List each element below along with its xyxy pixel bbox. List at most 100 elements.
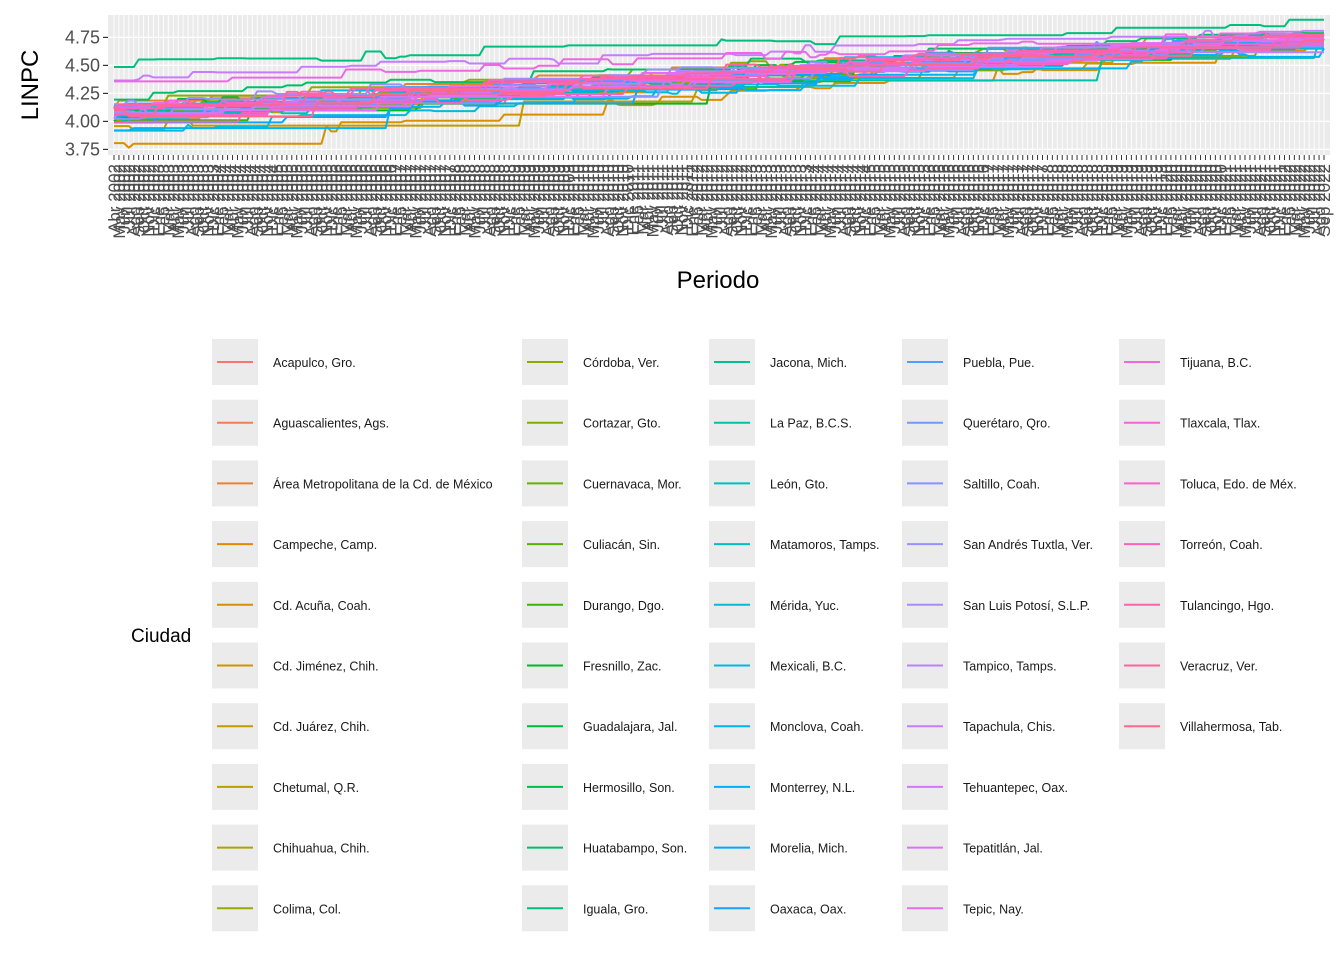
x-tick-label: Ene 2014 — [801, 164, 820, 237]
x-tick-label: Jul 2017 — [1009, 164, 1028, 228]
x-tick-label: Feb 2017 — [984, 164, 1003, 236]
x-tick-label: Jul 2009 — [535, 164, 554, 228]
x-tick-label: May 2012 — [703, 164, 722, 239]
x-tick-label: Ago 2008 — [480, 164, 499, 237]
x-tick-label: Ene 2012 — [683, 164, 702, 237]
x-tick-label: Nov 2013 — [791, 164, 810, 237]
legend-label: Cd. Jiménez, Chih. — [273, 660, 379, 674]
x-tick-label: Ene 2003 — [149, 164, 168, 237]
series-lines — [113, 18, 1325, 149]
legend-item: Jacona, Mich. — [709, 339, 847, 385]
legend-label: Mérida, Yuc. — [770, 599, 839, 613]
x-tick-label: Sep 2008 — [485, 164, 504, 237]
x-tick-label: Ago 2022 — [1310, 164, 1329, 237]
legend-item: Cortazar, Gto. — [522, 399, 661, 446]
x-tick-label: Oct 2016 — [964, 164, 983, 233]
legend-item: Fresnillo, Zac. — [522, 642, 662, 689]
x-tick-label: Mar 2007 — [396, 164, 415, 236]
series-line — [114, 29, 1324, 82]
x-tick-label: Feb 2007 — [391, 164, 410, 236]
y-tick-label: 4.75 — [65, 27, 100, 47]
x-tick-label: Dic 2004 — [263, 164, 282, 231]
x-tick-label: Jun 2006 — [352, 164, 371, 234]
x-tick-label: Feb 2021 — [1221, 164, 1240, 236]
x-tick-label: Nov 2010 — [614, 164, 633, 237]
x-tick-label: Feb 2022 — [1280, 164, 1299, 236]
x-tick-label: Mar 2016 — [930, 164, 949, 236]
x-tick-label: Abr 2008 — [461, 164, 480, 233]
x-tick-label: Sep 2012 — [722, 164, 741, 237]
x-tick-label: Dic 2021 — [1271, 164, 1290, 231]
x-tick-label: Sep 2021 — [1256, 164, 1275, 237]
legend-item: La Paz, B.C.S. — [709, 399, 852, 446]
x-tick-label: Jul 2019 — [1127, 164, 1146, 228]
legend-label: Matamoros, Tamps. — [770, 538, 880, 552]
x-tick-label: Jun 2011 — [648, 164, 667, 233]
legend-item: Chihuahua, Chih. — [212, 824, 370, 871]
x-tick-label: Mar 2010 — [574, 164, 593, 236]
x-tick-label: Nov 2011 — [673, 164, 692, 236]
x-tick-label: Nov 2019 — [1147, 164, 1166, 237]
legend-item: Culiacán, Sin. — [522, 521, 660, 568]
x-tick-label: Ago 2021 — [1251, 164, 1270, 237]
legend-item: Tapachula, Chis. — [902, 703, 1055, 750]
legend-item: Matamoros, Tamps. — [709, 521, 880, 568]
x-tick-label: Abr 2010 — [579, 164, 598, 233]
legend-label: Chihuahua, Chih. — [273, 842, 370, 856]
x-tick-label: Ene 2004 — [209, 164, 228, 237]
legend-label: Villahermosa, Tab. — [1180, 720, 1282, 734]
legend-item: Oaxaca, Oax. — [709, 885, 846, 932]
x-tick-label: Nov 2012 — [732, 164, 751, 237]
x-tick-label: Jun 2019 — [1122, 164, 1141, 234]
x-tick-label: Dic 2017 — [1033, 164, 1052, 231]
x-tick-label: Mar 2018 — [1048, 164, 1067, 236]
legend-label: Tepatitlán, Jal. — [963, 842, 1043, 856]
x-tick-label: Abr 2006 — [342, 164, 361, 233]
x-tick-label: Jun 2018 — [1063, 164, 1082, 234]
legend-item: Puebla, Pue. — [902, 339, 1035, 385]
legend-item: Mexicali, B.C. — [709, 642, 846, 689]
x-tick-label: Ago 2020 — [1192, 164, 1211, 237]
x-tick-label: Nov 2003 — [199, 164, 218, 237]
x-tick-label: Abr 2020 — [1172, 164, 1191, 233]
x-tick-label: Ago 2013 — [777, 164, 796, 237]
x-tick-label: Jul 2011 — [653, 164, 672, 227]
legend-label: Tijuana, B.C. — [1180, 356, 1252, 370]
legend-item: Área Metropolitana de la Cd. de México — [212, 460, 493, 507]
y-axis: 3.75 4.00 4.25 4.50 4.75 — [65, 27, 108, 159]
x-tick-label: Mar 2009 — [515, 164, 534, 236]
x-tick-label: Ago 2016 — [954, 164, 973, 237]
legend-item: San Andrés Tuxtla, Ver. — [902, 521, 1093, 568]
legend-label: Saltillo, Coah. — [963, 477, 1040, 491]
legend-item: Cd. Acuña, Coah. — [212, 581, 371, 628]
legend-item: Córdoba, Ver. — [522, 339, 659, 385]
x-tick-label: Dic 2009 — [559, 164, 578, 231]
x-tick-label: Nov 2016 — [969, 164, 988, 237]
legend-label: Fresnillo, Zac. — [583, 660, 662, 674]
legend-item: Tepic, Nay. — [902, 885, 1024, 932]
x-tick-label: Nov 2021 — [1266, 164, 1285, 237]
series-line — [114, 41, 1324, 124]
x-tick-label: Oct 2004 — [253, 164, 272, 233]
x-tick-label: Sep 2011 — [663, 164, 682, 236]
x-tick-label: Abr 2012 — [698, 164, 717, 233]
x-tick-label: Jul 2015 — [890, 164, 909, 228]
x-tick-label: Ene 2017 — [979, 164, 998, 237]
legend-item: Tlaxcala, Tlax. — [1119, 399, 1260, 446]
x-tick-label: Ago 2002 — [125, 164, 144, 237]
legend-label: Monclova, Coah. — [770, 720, 864, 734]
x-tick-label: Mar 2008 — [456, 164, 475, 236]
x-tick-label: Feb 2011 — [629, 164, 648, 235]
x-tick-label: Oct 2008 — [490, 164, 509, 233]
x-tick-label: Oct 2019 — [1142, 164, 1161, 233]
x-tick-label: Abr 2004 — [224, 164, 243, 233]
x-tick-label: Sep 2006 — [367, 164, 386, 237]
x-tick-label: Jun 2008 — [470, 164, 489, 234]
x-tick-label: Ene 2020 — [1157, 164, 1176, 237]
x-tick-label: Jun 2002 — [115, 164, 134, 234]
x-tick-label: Mar 2017 — [989, 164, 1008, 236]
legend-item: Colima, Col. — [212, 885, 341, 932]
x-tick-label: Ago 2010 — [599, 164, 618, 237]
x-tick-label: Nov 2002 — [140, 164, 159, 237]
